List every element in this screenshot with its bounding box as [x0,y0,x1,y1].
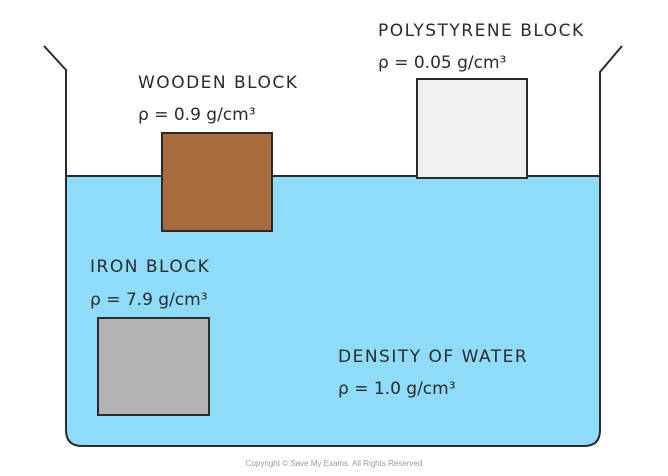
beaker-outline [43,45,623,447]
iron-block-density: ρ = 7.9 g/cm³ [90,290,208,310]
water-density-value: ρ = 1.0 g/cm³ [338,379,456,399]
water-density-label: DENSITY OF WATER [338,347,528,367]
polystyrene-block-density: ρ = 0.05 g/cm³ [378,53,506,73]
polystyrene-block-label: POLYSTYRENE BLOCK [378,21,585,41]
wooden-block-label: WOODEN BLOCK [138,73,298,93]
copyright-text: Copyright © Save My Exams. All Rights Re… [246,459,423,468]
polystyrene-block [416,78,528,179]
iron-block-label: IRON BLOCK [90,257,210,277]
wooden-block [161,132,273,232]
iron-block [97,317,210,416]
wooden-block-density: ρ = 0.9 g/cm³ [138,105,256,125]
